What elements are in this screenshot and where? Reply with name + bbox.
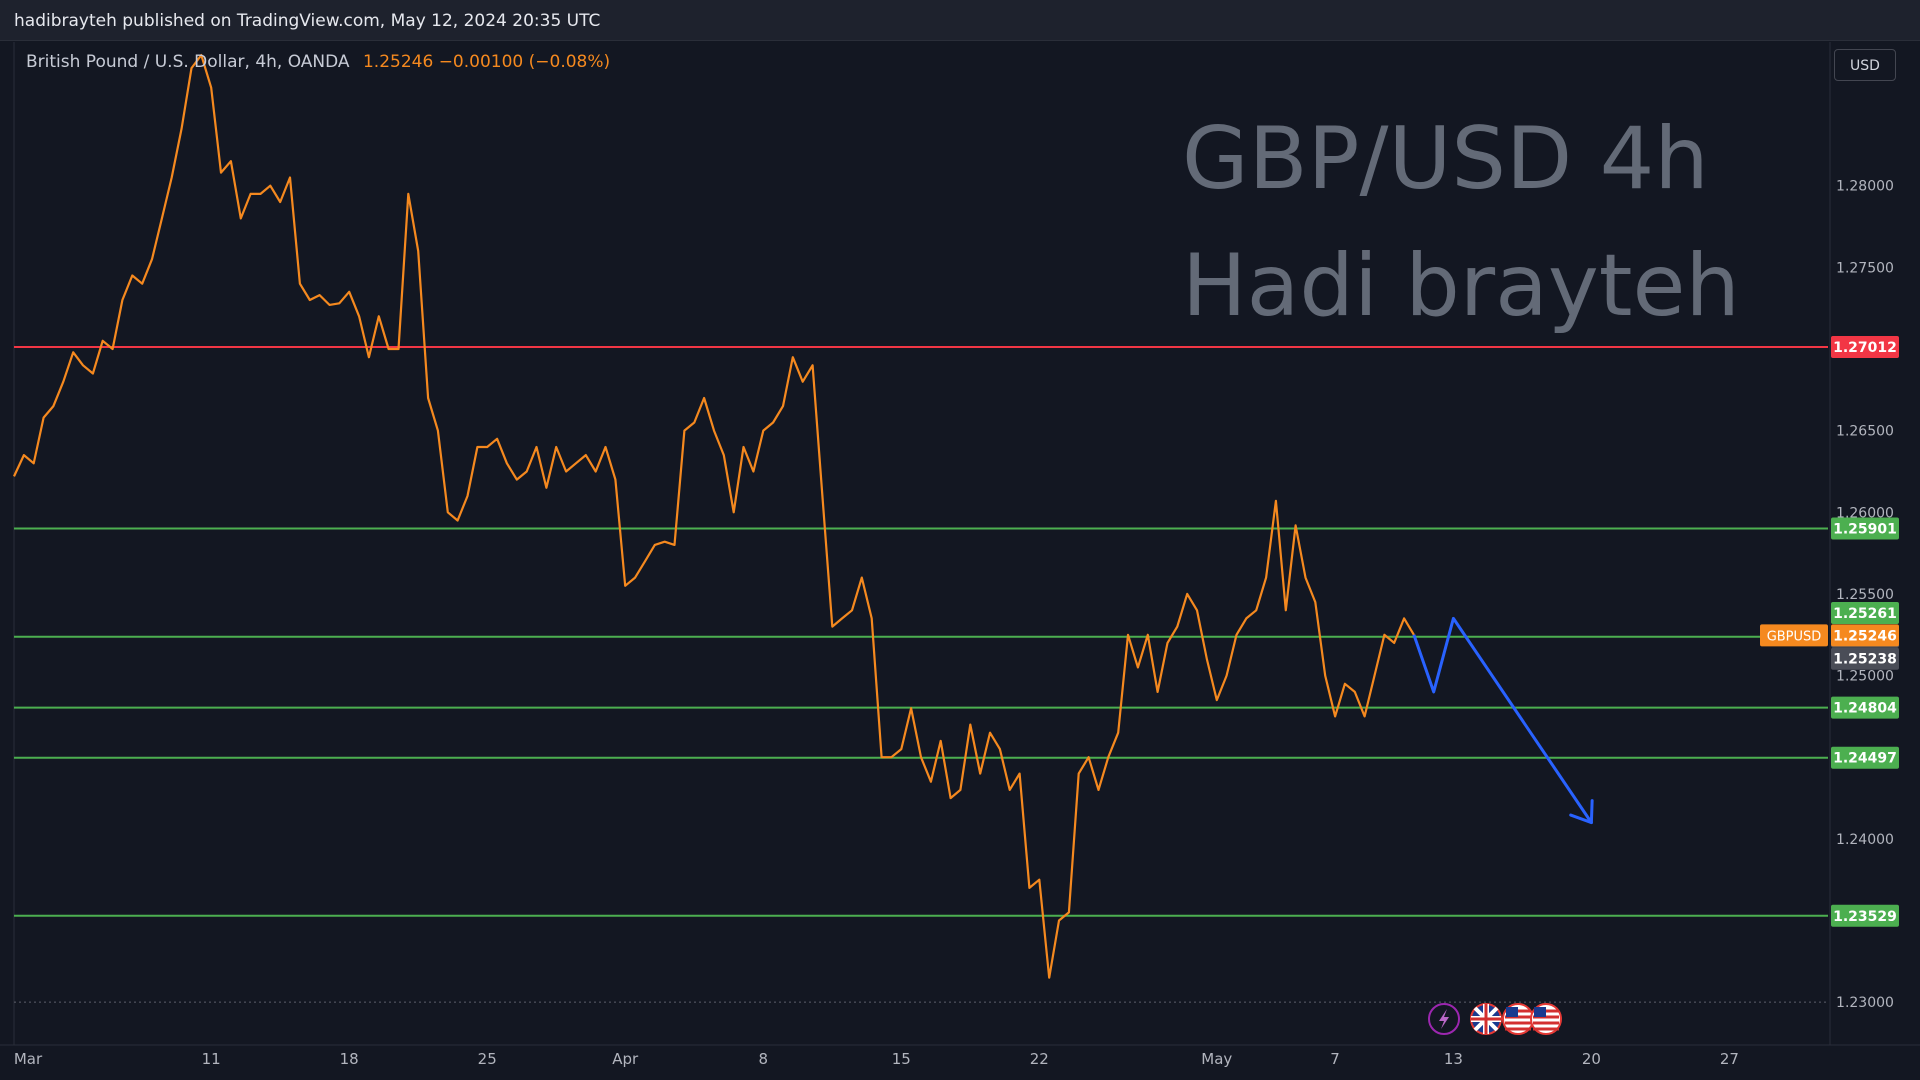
- level-price-label: 1.23529: [1833, 909, 1897, 925]
- price-axis: 1.27012 1.25901 1.25238 1.24804 1.24497 1.235…: [1760, 42, 1899, 1045]
- x-tick-label: 25: [478, 1050, 497, 1068]
- publish-info: hadibrayteh published on TradingView.com…: [14, 11, 601, 31]
- symbol-tag: GBPUSD: [1767, 629, 1822, 644]
- us-flag-icon[interactable]: [1502, 1003, 1534, 1035]
- x-tick-label: Mar: [14, 1050, 43, 1068]
- projection-arrow: [1412, 616, 1594, 825]
- symbol-name: British Pound / U.S. Dollar, 4h, OANDA: [26, 52, 350, 72]
- price-label: 1.25238: [1833, 652, 1897, 668]
- lightning-icon-bolt: [1439, 1009, 1449, 1029]
- y-tick-label: 1.24000: [1836, 832, 1894, 848]
- x-tick-label: 13: [1444, 1050, 1463, 1068]
- x-tick-label: May: [1201, 1050, 1232, 1068]
- level-price-label: 1.24497: [1833, 751, 1897, 767]
- level-price-label-bg: [1831, 904, 1899, 927]
- watermark: GBP/USD 4h Hadi brayteh: [1182, 109, 1740, 336]
- watermark-title: GBP/USD 4h: [1182, 109, 1709, 209]
- x-tick-label: Apr: [612, 1050, 639, 1068]
- level-price-label-bg: [1831, 336, 1899, 359]
- level-price-label-bg: [1831, 517, 1899, 540]
- x-tick-label: 8: [758, 1050, 768, 1068]
- level-price-label: 1.25901: [1833, 521, 1897, 537]
- price-label-bg: [1831, 647, 1899, 670]
- currency-button[interactable]: USD: [1834, 49, 1896, 81]
- time-axis: Mar 11 18 25 Apr 8 15 22 May 7 13 20 27: [0, 1044, 1920, 1068]
- level-price-label-bg: [1831, 696, 1899, 719]
- x-tick-label: 15: [892, 1050, 911, 1068]
- x-tick-label: 22: [1030, 1050, 1049, 1068]
- lightning-icon[interactable]: [1428, 1003, 1460, 1035]
- x-tick-label: 27: [1720, 1050, 1739, 1068]
- level-price-label: 1.27012: [1833, 340, 1897, 356]
- x-tick-label: 11: [202, 1050, 221, 1068]
- y-tick-label: 1.25000: [1836, 669, 1894, 685]
- level-price-label-bg: [1831, 746, 1899, 769]
- symbol-price-change: 1.25246 −0.00100 (−0.08%): [362, 52, 611, 72]
- projection-arrowhead: [1569, 813, 1593, 825]
- y-tick-label: 1.25500: [1836, 587, 1894, 603]
- y-tick-label: 1.27500: [1836, 260, 1894, 276]
- price-label-bg: [1831, 601, 1899, 624]
- projection-arrowhead: [1589, 799, 1594, 825]
- symbol-tag-bg: [1760, 624, 1828, 647]
- y-tick-label: 1.23000: [1836, 995, 1894, 1011]
- x-tick-label: 18: [340, 1050, 359, 1068]
- price-label: 1.25261: [1833, 606, 1897, 622]
- price-label-bg: [1831, 624, 1899, 647]
- event-icons: [1428, 1003, 1562, 1035]
- uk-flag-icon[interactable]: [1470, 1003, 1502, 1035]
- x-tick-label: 20: [1582, 1050, 1601, 1068]
- y-tick-label: 1.26000: [1836, 505, 1894, 521]
- symbol-legend: British Pound / U.S. Dollar, 4h, OANDA 1…: [26, 52, 610, 72]
- price-label: 1.25246: [1833, 628, 1897, 644]
- us-flag-icon[interactable]: [1530, 1003, 1562, 1035]
- us-flag-icon-canton: [1506, 1007, 1518, 1017]
- us-flag-icon-canton: [1534, 1007, 1546, 1017]
- publish-bar: hadibrayteh published on TradingView.com…: [0, 0, 1920, 41]
- price-series-line: [13, 53, 1415, 979]
- x-tick-label: 7: [1330, 1050, 1340, 1068]
- y-tick-label: 1.26500: [1836, 424, 1894, 440]
- y-tick-label: 1.28000: [1836, 179, 1894, 195]
- watermark-author: Hadi brayteh: [1182, 236, 1740, 336]
- level-price-label: 1.24804: [1833, 701, 1897, 717]
- projection-path: [1412, 616, 1593, 824]
